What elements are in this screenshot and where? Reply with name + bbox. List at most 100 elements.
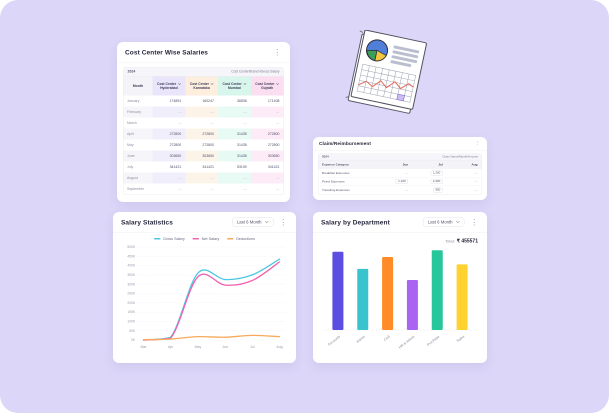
chevron-down-icon <box>265 219 269 223</box>
kebab-menu-icon[interactable]: ⋮ <box>474 140 481 147</box>
value-cell: 303650 <box>185 150 218 162</box>
line-series-deductions <box>142 334 281 341</box>
svg-text:Purchase: Purchase <box>426 335 440 347</box>
total-value: ₹ 455571 <box>456 238 478 245</box>
value-cell: --- <box>177 121 182 125</box>
kebab-menu-icon[interactable]: ⋮ <box>273 47 282 57</box>
svg-text:450K: 450K <box>127 254 135 258</box>
column-header-mumbai[interactable]: Cost Center Mumbai <box>218 76 251 96</box>
value-cell: 272800 <box>267 143 280 147</box>
value-cell: 272800 <box>152 128 186 140</box>
sort-caret-icon <box>211 82 214 85</box>
value-cell: 303650 <box>250 150 284 162</box>
column-header-jun: Jun <box>402 162 409 167</box>
card-title: Salary Statistics <box>121 218 173 226</box>
chevron-down-icon <box>456 219 460 223</box>
amount-cell: --- <box>474 188 478 192</box>
month-cell: February <box>123 106 153 118</box>
value-cell: 36836 <box>237 99 247 103</box>
bar-accounts[interactable] <box>332 251 344 330</box>
claim-reimbursement-card: Claim/Reimbursement ⋮ 2024 Claim Name/Mo… <box>313 137 487 200</box>
salary-by-department-header: Salary by Department Last 6 Month ⋮ <box>313 212 487 233</box>
legend-item-gross-salary[interactable]: Gross Salary <box>154 237 185 241</box>
value-cell: 31435 <box>218 150 251 162</box>
period-dropdown[interactable]: Last 6 Month <box>422 217 465 227</box>
salary-statistics-line-chart: 0K 50K 100K 150K 200K 250K 300K 350K 400K 450K 500… <box>127 245 286 349</box>
value-cell: 341421 <box>169 165 182 169</box>
bar-purchase[interactable] <box>431 250 443 330</box>
table-row: Travelling Expenses --- 950 --- <box>319 186 482 194</box>
table-row: September --- --- --- --- <box>124 184 284 195</box>
table-top-bar: 2024 Cost Center/Branch/Gross Salary <box>123 67 284 77</box>
total-line: Total: ₹ 455571 <box>313 233 487 246</box>
svg-text:100K: 100K <box>127 320 135 324</box>
amount-badge: 1,100 <box>395 179 409 184</box>
amount-cell: 2,400 <box>412 178 447 186</box>
legend-swatch <box>154 237 161 240</box>
amount-cell: --- <box>405 171 409 175</box>
amount-cell: --- <box>474 171 478 175</box>
amount-cell: 1,200 <box>412 169 447 177</box>
grid-table-icon <box>356 63 416 103</box>
value-cell: 272800 <box>169 143 182 147</box>
value-cell: --- <box>250 172 284 184</box>
month-cell: August <box>123 172 153 184</box>
card-title: Claim/Reimbursement <box>319 140 372 147</box>
kebab-menu-icon[interactable]: ⋮ <box>470 217 479 227</box>
value-cell: 272800 <box>185 128 218 140</box>
amount-badge: 1,200 <box>430 170 443 176</box>
table-row: February --- --- --- --- <box>123 106 284 118</box>
svg-text:May: May <box>195 345 202 349</box>
table-row: May 272800 272800 31435 272800 <box>124 140 284 151</box>
svg-text:50K: 50K <box>129 329 136 333</box>
column-header-gujrath[interactable]: Cost Center Gujrath <box>250 76 284 96</box>
cost-center-card-header: Cost Center Wise Salaries ⋮ <box>117 42 290 63</box>
period-dropdown-value: Last 6 Month <box>427 219 453 225</box>
amount-cell: 950 <box>412 186 447 194</box>
value-cell: --- <box>276 121 280 125</box>
month-cell: April <box>123 128 153 140</box>
svg-text:Mar: Mar <box>140 345 147 349</box>
value-cell: --- <box>185 172 218 184</box>
value-cell: 53190 <box>237 165 247 169</box>
sort-caret-icon <box>243 82 246 85</box>
table-row: April 272800 272800 31435 272800 <box>123 128 284 140</box>
bar-hr-admin[interactable] <box>406 280 418 330</box>
salary-by-department-card: Salary by Department Last 6 Month ⋮ Tota… <box>313 212 487 363</box>
table-row: Breakfast Expenses --- 1,200 --- <box>318 169 482 178</box>
svg-text:200K: 200K <box>127 301 135 305</box>
bar-civil[interactable] <box>382 256 394 330</box>
period-dropdown[interactable]: Last 6 Month <box>231 217 274 227</box>
value-cell: --- <box>218 172 251 184</box>
table-row: March --- --- --- --- <box>124 118 284 129</box>
month-cell: March <box>127 121 137 125</box>
svg-text:Jun: Jun <box>222 345 228 349</box>
value-cell: --- <box>177 187 182 191</box>
salary-by-department-bar-chart: Accounts Admin Civil HR & Admin Purchase Sale… <box>323 250 478 350</box>
value-cell: 160247 <box>202 99 214 103</box>
value-cell: --- <box>210 187 215 191</box>
legend-item-deductions[interactable]: Deductions <box>227 237 255 241</box>
table-row: June 303650 303650 31435 303650 <box>123 150 284 162</box>
bar-admin[interactable] <box>357 268 369 330</box>
expense-category-cell: Petrol Expenses <box>322 179 345 184</box>
column-header-karnataka[interactable]: Cost Center Karnataka <box>185 76 218 96</box>
salary-statistics-header: Salary Statistics Last 6 Month ⋮ <box>113 212 296 233</box>
legend-item-net-salary[interactable]: Net Salary <box>192 237 219 241</box>
svg-text:350K: 350K <box>127 273 135 277</box>
claim-card-header: Claim/Reimbursement ⋮ <box>313 137 487 151</box>
value-cell: 341421 <box>202 165 214 169</box>
sort-caret-icon <box>276 82 279 85</box>
month-cell: January <box>127 99 140 103</box>
svg-text:400K: 400K <box>127 264 135 268</box>
column-header-hyderabad[interactable]: Cost Center Hyderabad <box>152 76 186 96</box>
value-cell: 341421 <box>267 165 280 169</box>
kebab-menu-icon[interactable]: ⋮ <box>279 217 288 227</box>
bar-sales[interactable] <box>456 264 468 330</box>
svg-text:300K: 300K <box>127 282 135 286</box>
table-row: January 174891 160247 36836 171408 <box>124 96 284 107</box>
amount-cell: --- <box>405 188 409 192</box>
pie-chart-icon <box>366 39 389 62</box>
svg-text:Sales: Sales <box>456 334 466 343</box>
